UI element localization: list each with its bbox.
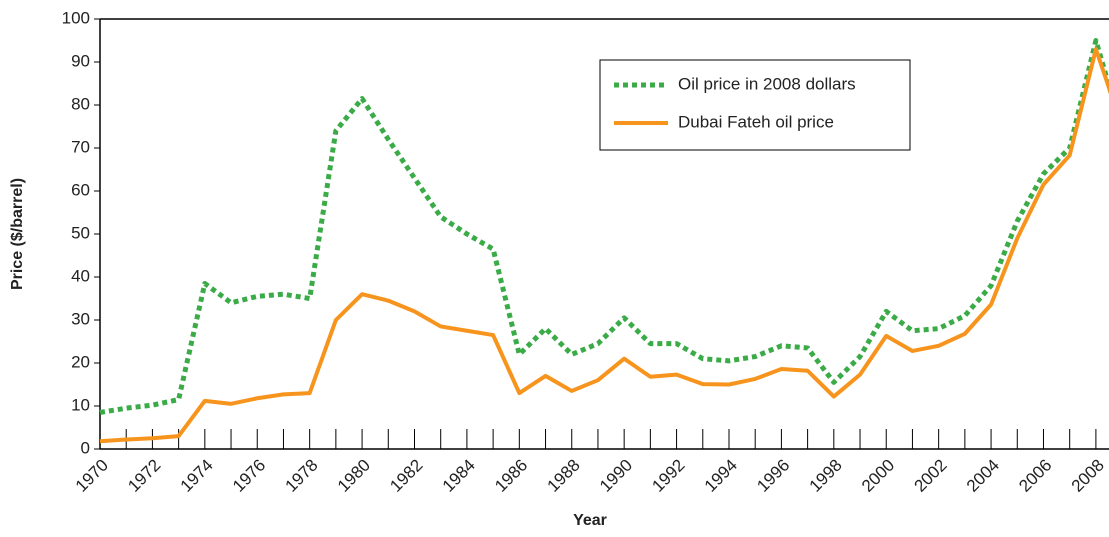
x-tick-label: 1980 xyxy=(334,456,374,496)
x-tick-label: 1976 xyxy=(229,456,269,496)
y-tick-label: 100 xyxy=(62,8,90,27)
x-tick-label: 2000 xyxy=(858,456,898,496)
y-tick-label: 50 xyxy=(71,223,90,242)
y-tick-label: 10 xyxy=(71,395,90,414)
x-tick-label: 1974 xyxy=(177,456,217,496)
y-tick-label: 70 xyxy=(71,137,90,156)
y-tick-label: 80 xyxy=(71,94,90,113)
x-tick-label: 2008 xyxy=(1068,456,1108,496)
series-line xyxy=(99,38,1109,415)
y-axis-title: Price ($/barrel) xyxy=(9,178,26,290)
x-tick-label: 2004 xyxy=(963,456,1003,496)
x-tick-label: 1998 xyxy=(806,456,846,496)
x-tick-label: 1992 xyxy=(648,456,688,496)
y-tick-label: 0 xyxy=(81,438,90,457)
x-tick-label: 1988 xyxy=(544,456,584,496)
x-tick-label: 2006 xyxy=(1015,456,1055,496)
x-tick-label: 1978 xyxy=(281,456,321,496)
x-tick-label: 1994 xyxy=(701,456,741,496)
x-axis-title: Year xyxy=(573,512,607,529)
x-tick-label: 1982 xyxy=(386,456,426,496)
y-tick-label: 90 xyxy=(71,51,90,70)
y-tick-label: 20 xyxy=(71,352,90,371)
legend-label: Oil price in 2008 dollars xyxy=(678,74,856,93)
y-tick-label: 60 xyxy=(71,180,90,199)
y-tick-label: 40 xyxy=(71,266,90,285)
legend-label: Dubai Fateh oil price xyxy=(678,112,834,131)
y-tick-label: 30 xyxy=(71,309,90,328)
x-tick-label: 1986 xyxy=(491,456,531,496)
legend-box xyxy=(599,59,911,151)
x-tick-label: 1996 xyxy=(753,456,793,496)
x-tick-label: 1990 xyxy=(596,456,636,496)
series-line xyxy=(99,47,1109,444)
x-tick-label: 1970 xyxy=(72,456,112,496)
x-tick-label: 2002 xyxy=(910,456,950,496)
x-tick-label: 1972 xyxy=(124,456,164,496)
x-tick-label: 1984 xyxy=(439,456,479,496)
